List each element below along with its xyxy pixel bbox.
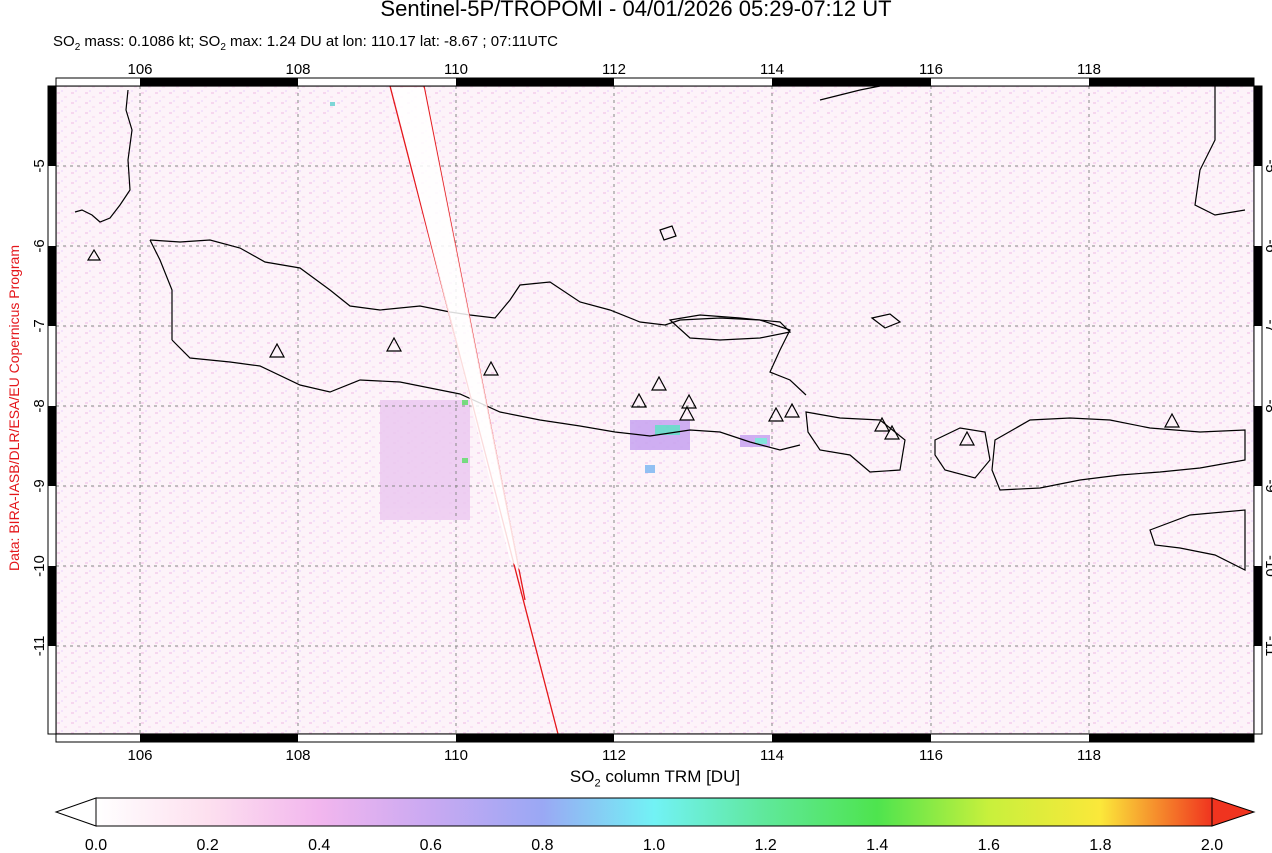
colorbar-gradient: [95, 797, 1213, 827]
lon-tick-label: 118: [1077, 61, 1101, 78]
volcano-icon: [678, 405, 696, 421]
lat-tick-label: -5: [1262, 159, 1272, 172]
lon-tick-label: 114: [760, 747, 784, 764]
volcano-markers: [86, 248, 1181, 446]
lat-labels-right: -5 -6 -7 -8 -9 -10 -11: [1262, 159, 1272, 656]
lon-tick-label: 106: [127, 61, 152, 78]
volcano-icon: [650, 375, 668, 391]
colorbar-low-arrow: [54, 797, 97, 827]
volcano-icon: [873, 416, 891, 432]
colorbar-title: SO2 column TRM [DU]: [569, 767, 741, 790]
lat-tick-label: -10: [1262, 555, 1272, 577]
colorbar-tick-label: 1.8: [1089, 837, 1111, 853]
island-bawean: [659, 225, 677, 241]
lat-tick-label: -11: [1262, 636, 1272, 657]
madura-coast: [668, 314, 792, 341]
sumbawa-coast: [991, 417, 1246, 491]
volcano-icon: [1163, 412, 1181, 428]
volcano-icon: [86, 248, 102, 261]
colorbar-tick-label: 1.6: [978, 837, 1000, 853]
lat-tick-label: -10: [31, 555, 48, 577]
axis-bars: [47, 77, 1263, 743]
lon-tick-label: 110: [444, 747, 468, 764]
colorbar-high-arrow: [1211, 797, 1256, 827]
lon-tick-label: 112: [602, 747, 626, 764]
lon-tick-label: 108: [285, 747, 310, 764]
java-west-end: [149, 239, 173, 340]
lat-tick-label: -9: [31, 479, 48, 492]
colorbar-tick-label: 0.4: [308, 837, 330, 853]
island-kangean: [870, 313, 902, 329]
kalimantan-coast: [819, 85, 881, 101]
lon-tick-label: 118: [1077, 747, 1101, 764]
java-north-coast: [149, 239, 807, 396]
lat-labels-left: -5 -6 -7 -8 -9 -10 -11: [31, 159, 48, 656]
lon-tick-label: 116: [919, 61, 943, 78]
so2-plume: [330, 102, 770, 520]
colorbar-tick-label: 0.2: [196, 837, 218, 853]
map-subtitle: SO2 mass: 0.1086 kt; SO2 max: 1.24 DU at…: [53, 33, 558, 53]
volcano-icon: [385, 336, 403, 352]
volcano-icon: [883, 424, 901, 440]
volcano-icon: [482, 360, 500, 376]
colorbar: 0.0 0.2 0.4 0.6 0.8 1.0 1.2 1.4 1.6 1.8 …: [54, 797, 1256, 853]
lat-tick-label: -9: [1262, 479, 1272, 492]
colorbar-tick-label: 0.0: [85, 837, 107, 853]
colorbar-tick-label: 0.6: [420, 837, 442, 853]
lat-tick-label: -7: [31, 319, 48, 332]
lon-tick-label: 112: [602, 61, 626, 78]
volcano-icon: [783, 402, 801, 418]
lon-labels-top: 106 108 110 112 114 116 118: [127, 61, 1100, 78]
volcano-icon: [268, 342, 286, 358]
lat-tick-label: -11: [31, 636, 48, 657]
bali-coast: [805, 411, 906, 473]
lat-tick-label: -7: [1262, 319, 1272, 332]
colorbar-tick-label: 1.2: [754, 837, 776, 853]
sumatra-coast: [74, 89, 133, 223]
lon-tick-label: 114: [760, 61, 784, 78]
lat-tick-label: -5: [31, 159, 48, 172]
colorbar-tick-label: 1.0: [643, 837, 665, 853]
lon-tick-label: 110: [444, 61, 468, 78]
colorbar-tick-label: 1.4: [866, 837, 888, 853]
swath-gap: [392, 88, 520, 570]
volcano-icon: [767, 406, 785, 422]
map-title: Sentinel-5P/TROPOMI - 04/01/2026 05:29-0…: [380, 0, 892, 21]
volcano-icon: [680, 393, 698, 409]
lon-tick-label: 116: [919, 747, 943, 764]
sumba-coast: [1149, 509, 1246, 571]
lombok-coast: [934, 427, 991, 479]
lat-tick-label: -6: [31, 239, 48, 252]
lat-tick-label: -8: [1262, 399, 1272, 412]
colorbar-tick-label: 0.8: [531, 837, 553, 853]
sulawesi-coast: [1194, 86, 1246, 216]
volcano-icon: [958, 430, 976, 446]
lat-tick-label: -6: [1262, 239, 1272, 252]
lat-tick-label: -8: [31, 399, 48, 412]
volcano-icon: [630, 392, 648, 408]
colorbar-tick-label: 2.0: [1201, 837, 1223, 853]
lon-tick-label: 106: [127, 747, 152, 764]
lon-labels-bottom: 106 108 110 112 114 116 118: [127, 747, 1100, 764]
graticule: [56, 86, 1254, 734]
map-panel: [55, 85, 1255, 735]
lon-tick-label: 108: [285, 61, 310, 78]
